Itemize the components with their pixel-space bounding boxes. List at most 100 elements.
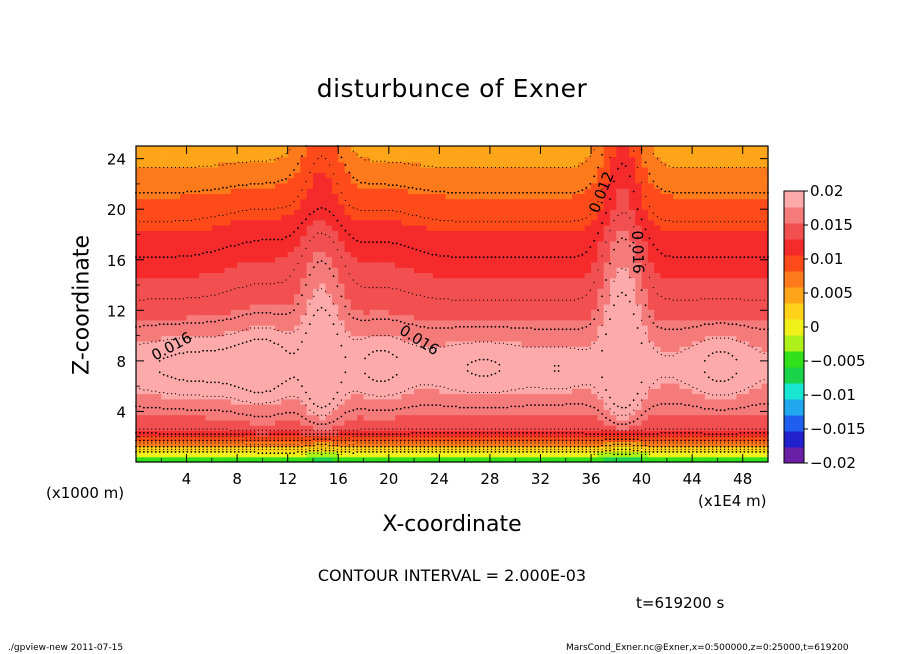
heatmap-cell <box>237 430 245 437</box>
heatmap-cell <box>180 293 188 300</box>
heatmap-cell <box>641 277 649 284</box>
heatmap-cell <box>230 393 238 400</box>
heatmap-cell <box>628 272 636 279</box>
heatmap-cell <box>496 272 504 279</box>
heatmap-cell <box>294 409 301 416</box>
heatmap-cell <box>496 388 504 395</box>
heatmap-cell <box>622 383 630 389</box>
heatmap-cell <box>464 288 472 295</box>
heatmap-cell <box>565 198 573 205</box>
heatmap-cell <box>515 456 523 463</box>
heatmap-cell <box>616 203 624 210</box>
heatmap-cell <box>654 188 662 194</box>
heatmap-cell <box>508 325 516 331</box>
heatmap-cell <box>496 309 504 316</box>
heatmap-cell <box>186 383 194 389</box>
heatmap-cell <box>237 409 245 416</box>
heatmap-cell <box>445 351 453 358</box>
heatmap-cell <box>515 435 523 442</box>
heatmap-cell <box>218 367 226 374</box>
heatmap-cell <box>173 288 181 295</box>
heatmap-cell <box>186 193 194 200</box>
x-scale-note: (x1E4 m) <box>698 492 767 510</box>
heatmap-cell <box>275 356 282 363</box>
heatmap-cell <box>357 388 365 395</box>
heatmap-cell <box>186 304 194 310</box>
heatmap-cell <box>426 430 434 437</box>
heatmap-cell <box>489 440 497 447</box>
heatmap-cell <box>256 298 263 305</box>
heatmap-cell <box>338 188 346 194</box>
heatmap-cell <box>559 188 567 194</box>
heatmap-cell <box>192 193 200 200</box>
heatmap-cell <box>527 251 535 258</box>
x-unit-note: (x1000 m) <box>46 484 125 502</box>
heatmap-cell <box>287 425 295 431</box>
heatmap-cell <box>647 398 655 405</box>
heatmap-cell <box>603 404 611 410</box>
heatmap-cell <box>287 246 295 252</box>
heatmap-cell <box>508 446 516 453</box>
heatmap-cell <box>572 177 579 184</box>
heatmap-cell <box>502 288 510 295</box>
heatmap-cell <box>230 267 238 273</box>
heatmap-cell <box>622 398 630 405</box>
heatmap-cell <box>268 356 276 363</box>
heatmap-cell <box>508 203 516 210</box>
heatmap-cell <box>344 398 352 405</box>
heatmap-cell <box>483 156 491 163</box>
heatmap-cell <box>350 277 358 284</box>
heatmap-cell <box>237 414 245 421</box>
heatmap-cell <box>186 188 194 194</box>
heatmap-cell <box>489 261 497 268</box>
heatmap-cell <box>325 456 333 463</box>
heatmap-cell <box>452 398 459 405</box>
heatmap-cell <box>527 188 535 194</box>
heatmap-cell <box>369 246 377 252</box>
heatmap-cell <box>331 319 339 326</box>
heatmap-cell <box>597 240 605 247</box>
heatmap-cell <box>559 177 567 184</box>
heatmap-cell <box>477 203 485 210</box>
heatmap-cell <box>275 304 282 310</box>
heatmap-cell <box>243 430 251 437</box>
heatmap-cell <box>294 393 301 400</box>
heatmap-cell <box>256 203 263 210</box>
heatmap-cell <box>148 193 156 200</box>
heatmap-cell <box>464 309 472 316</box>
heatmap-cell <box>641 240 649 247</box>
heatmap-cell <box>464 340 472 347</box>
heatmap-cell <box>331 193 339 200</box>
heatmap-cell <box>154 256 162 263</box>
heatmap-cell <box>357 430 365 437</box>
heatmap-cell <box>357 167 365 173</box>
heatmap-cell <box>464 172 472 179</box>
heatmap-cell <box>458 361 466 368</box>
heatmap-cell <box>173 219 181 226</box>
heatmap-cell <box>306 325 314 331</box>
heatmap-cell <box>154 393 162 400</box>
heatmap-cell <box>584 340 592 347</box>
heatmap-cell <box>186 430 194 437</box>
heatmap-cell <box>369 219 377 226</box>
heatmap-cell <box>300 230 308 237</box>
heatmap-cell <box>243 356 251 363</box>
heatmap-cell <box>452 409 459 416</box>
heatmap-cell <box>319 330 327 337</box>
heatmap-cell <box>344 440 352 447</box>
heatmap-cell <box>338 177 346 184</box>
heatmap-cell <box>300 272 308 279</box>
heatmap-cell <box>338 172 346 179</box>
heatmap-cell <box>287 193 295 200</box>
heatmap-cell <box>319 167 327 173</box>
heatmap-cell <box>331 398 339 405</box>
heatmap-cell <box>275 314 282 321</box>
heatmap-cell <box>483 267 491 273</box>
heatmap-cell <box>603 435 611 442</box>
heatmap-cell <box>369 456 377 463</box>
heatmap-cell <box>142 146 150 152</box>
heatmap-cell <box>527 246 535 252</box>
heatmap-cell <box>401 372 409 379</box>
heatmap-cell <box>369 388 377 395</box>
heatmap-cell <box>369 167 377 173</box>
